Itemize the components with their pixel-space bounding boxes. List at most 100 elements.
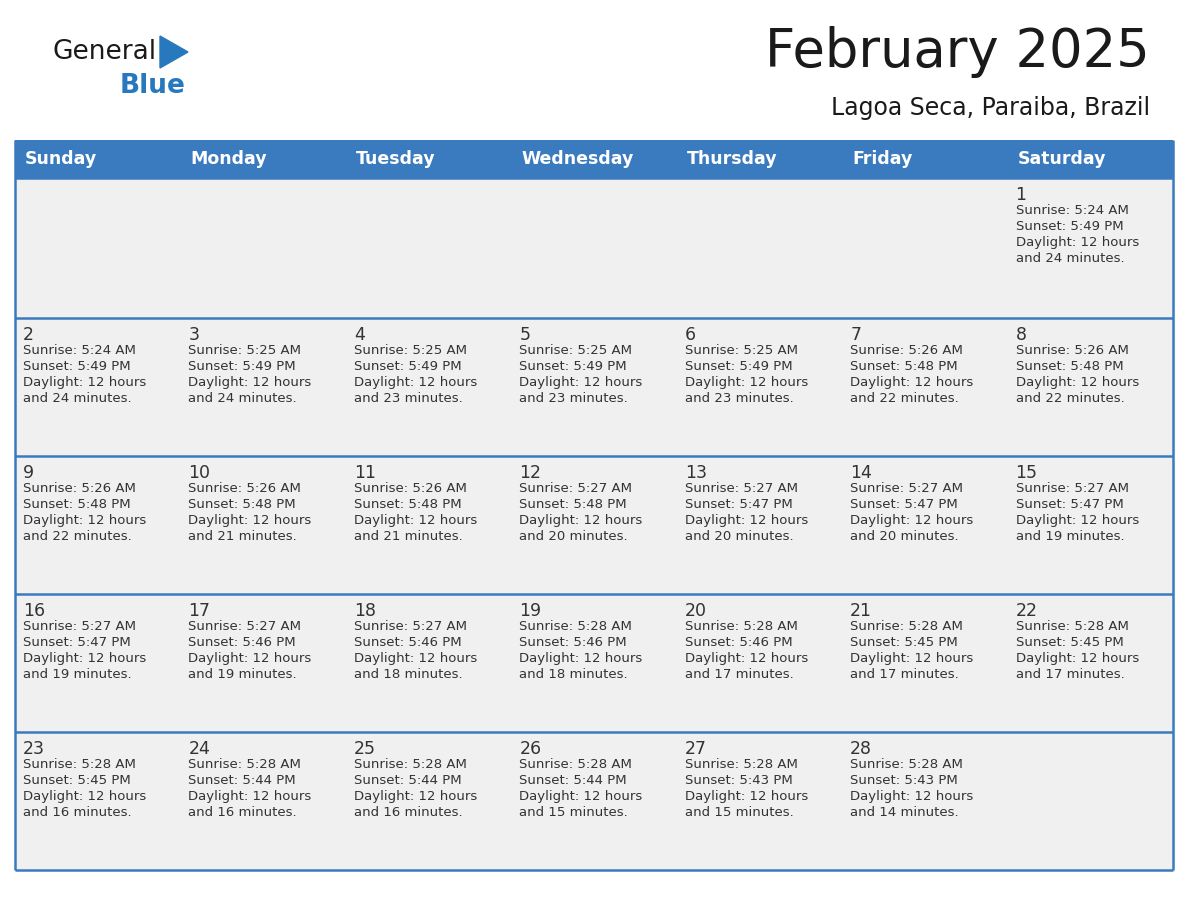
Text: Sunrise: 5:25 AM: Sunrise: 5:25 AM	[354, 344, 467, 357]
Text: and 19 minutes.: and 19 minutes.	[1016, 530, 1124, 543]
Text: and 23 minutes.: and 23 minutes.	[519, 392, 628, 405]
Text: Sunset: 5:45 PM: Sunset: 5:45 PM	[1016, 636, 1124, 649]
Text: 7: 7	[851, 326, 861, 344]
Polygon shape	[160, 36, 188, 68]
Text: Sunrise: 5:28 AM: Sunrise: 5:28 AM	[519, 758, 632, 771]
Text: 10: 10	[189, 464, 210, 482]
Text: Sunset: 5:48 PM: Sunset: 5:48 PM	[189, 498, 296, 511]
Text: Sunset: 5:48 PM: Sunset: 5:48 PM	[23, 498, 131, 511]
Text: Sunset: 5:47 PM: Sunset: 5:47 PM	[684, 498, 792, 511]
Bar	[842, 140, 1007, 178]
Text: Friday: Friday	[852, 150, 912, 168]
Text: Thursday: Thursday	[687, 150, 777, 168]
Text: 22: 22	[1016, 602, 1037, 620]
Text: Sunset: 5:46 PM: Sunset: 5:46 PM	[684, 636, 792, 649]
Text: 3: 3	[189, 326, 200, 344]
Text: Sunrise: 5:26 AM: Sunrise: 5:26 AM	[189, 482, 302, 495]
Text: Sunset: 5:47 PM: Sunset: 5:47 PM	[23, 636, 131, 649]
Text: Sunrise: 5:28 AM: Sunrise: 5:28 AM	[354, 758, 467, 771]
Text: and 20 minutes.: and 20 minutes.	[519, 530, 628, 543]
Text: Sunrise: 5:25 AM: Sunrise: 5:25 AM	[189, 344, 302, 357]
Text: Sunrise: 5:26 AM: Sunrise: 5:26 AM	[1016, 344, 1129, 357]
Text: and 22 minutes.: and 22 minutes.	[1016, 392, 1124, 405]
Text: and 18 minutes.: and 18 minutes.	[519, 668, 628, 681]
Text: Sunrise: 5:26 AM: Sunrise: 5:26 AM	[354, 482, 467, 495]
Text: 25: 25	[354, 740, 375, 758]
Text: Daylight: 12 hours: Daylight: 12 hours	[189, 790, 311, 803]
Text: and 17 minutes.: and 17 minutes.	[851, 668, 959, 681]
Text: Daylight: 12 hours: Daylight: 12 hours	[684, 790, 808, 803]
Text: 11: 11	[354, 464, 375, 482]
Text: Daylight: 12 hours: Daylight: 12 hours	[684, 514, 808, 527]
Text: Daylight: 12 hours: Daylight: 12 hours	[354, 652, 478, 665]
Text: and 21 minutes.: and 21 minutes.	[189, 530, 297, 543]
Text: Daylight: 12 hours: Daylight: 12 hours	[851, 376, 973, 389]
Text: Daylight: 12 hours: Daylight: 12 hours	[519, 376, 643, 389]
Text: Sunrise: 5:28 AM: Sunrise: 5:28 AM	[684, 620, 797, 633]
Text: and 19 minutes.: and 19 minutes.	[23, 668, 132, 681]
Text: 15: 15	[1016, 464, 1037, 482]
Text: 23: 23	[23, 740, 45, 758]
Text: Sunset: 5:49 PM: Sunset: 5:49 PM	[23, 360, 131, 373]
Text: Daylight: 12 hours: Daylight: 12 hours	[189, 376, 311, 389]
Text: Daylight: 12 hours: Daylight: 12 hours	[519, 790, 643, 803]
Text: 9: 9	[23, 464, 34, 482]
Text: Sunset: 5:48 PM: Sunset: 5:48 PM	[851, 360, 958, 373]
Text: Sunset: 5:43 PM: Sunset: 5:43 PM	[684, 774, 792, 787]
Text: Sunrise: 5:27 AM: Sunrise: 5:27 AM	[23, 620, 135, 633]
Text: Sunset: 5:45 PM: Sunset: 5:45 PM	[851, 636, 958, 649]
Text: Daylight: 12 hours: Daylight: 12 hours	[519, 514, 643, 527]
Text: Sunset: 5:45 PM: Sunset: 5:45 PM	[23, 774, 131, 787]
Text: Sunrise: 5:25 AM: Sunrise: 5:25 AM	[684, 344, 797, 357]
Text: 20: 20	[684, 602, 707, 620]
Text: Daylight: 12 hours: Daylight: 12 hours	[1016, 236, 1139, 249]
Text: and 21 minutes.: and 21 minutes.	[354, 530, 462, 543]
Text: Sunrise: 5:27 AM: Sunrise: 5:27 AM	[189, 620, 302, 633]
Text: Sunrise: 5:27 AM: Sunrise: 5:27 AM	[684, 482, 797, 495]
Text: 24: 24	[189, 740, 210, 758]
Text: General: General	[52, 39, 156, 65]
Text: Sunrise: 5:28 AM: Sunrise: 5:28 AM	[189, 758, 302, 771]
Text: Sunset: 5:49 PM: Sunset: 5:49 PM	[354, 360, 461, 373]
Text: 13: 13	[684, 464, 707, 482]
Text: Sunrise: 5:26 AM: Sunrise: 5:26 AM	[23, 482, 135, 495]
Text: Sunset: 5:46 PM: Sunset: 5:46 PM	[519, 636, 627, 649]
Text: Sunrise: 5:27 AM: Sunrise: 5:27 AM	[354, 620, 467, 633]
Text: Sunrise: 5:28 AM: Sunrise: 5:28 AM	[23, 758, 135, 771]
Text: Daylight: 12 hours: Daylight: 12 hours	[1016, 376, 1139, 389]
Text: 2: 2	[23, 326, 34, 344]
Text: Daylight: 12 hours: Daylight: 12 hours	[23, 376, 146, 389]
Text: Daylight: 12 hours: Daylight: 12 hours	[1016, 514, 1139, 527]
Text: and 19 minutes.: and 19 minutes.	[189, 668, 297, 681]
Text: Daylight: 12 hours: Daylight: 12 hours	[354, 376, 478, 389]
Bar	[15, 318, 1173, 456]
Text: Daylight: 12 hours: Daylight: 12 hours	[23, 790, 146, 803]
Bar	[15, 456, 1173, 594]
Text: Sunset: 5:48 PM: Sunset: 5:48 PM	[354, 498, 461, 511]
Text: Sunset: 5:44 PM: Sunset: 5:44 PM	[354, 774, 461, 787]
Text: and 16 minutes.: and 16 minutes.	[354, 806, 462, 819]
Text: and 22 minutes.: and 22 minutes.	[23, 530, 132, 543]
Text: 18: 18	[354, 602, 375, 620]
Text: Sunset: 5:44 PM: Sunset: 5:44 PM	[189, 774, 296, 787]
Text: Monday: Monday	[190, 150, 267, 168]
Text: Daylight: 12 hours: Daylight: 12 hours	[189, 652, 311, 665]
Text: 4: 4	[354, 326, 365, 344]
Text: 17: 17	[189, 602, 210, 620]
Text: Sunrise: 5:27 AM: Sunrise: 5:27 AM	[851, 482, 963, 495]
Text: Daylight: 12 hours: Daylight: 12 hours	[354, 790, 478, 803]
Text: and 18 minutes.: and 18 minutes.	[354, 668, 462, 681]
Text: 19: 19	[519, 602, 542, 620]
Text: Sunset: 5:47 PM: Sunset: 5:47 PM	[1016, 498, 1124, 511]
Text: and 16 minutes.: and 16 minutes.	[23, 806, 132, 819]
Text: Sunset: 5:49 PM: Sunset: 5:49 PM	[684, 360, 792, 373]
Text: 21: 21	[851, 602, 872, 620]
Text: and 16 minutes.: and 16 minutes.	[189, 806, 297, 819]
Text: Lagoa Seca, Paraiba, Brazil: Lagoa Seca, Paraiba, Brazil	[830, 96, 1150, 120]
Text: Sunrise: 5:28 AM: Sunrise: 5:28 AM	[851, 758, 963, 771]
Text: Wednesday: Wednesday	[522, 150, 633, 168]
Text: 5: 5	[519, 326, 530, 344]
Text: 27: 27	[684, 740, 707, 758]
Text: Sunset: 5:47 PM: Sunset: 5:47 PM	[851, 498, 958, 511]
Text: Daylight: 12 hours: Daylight: 12 hours	[23, 652, 146, 665]
